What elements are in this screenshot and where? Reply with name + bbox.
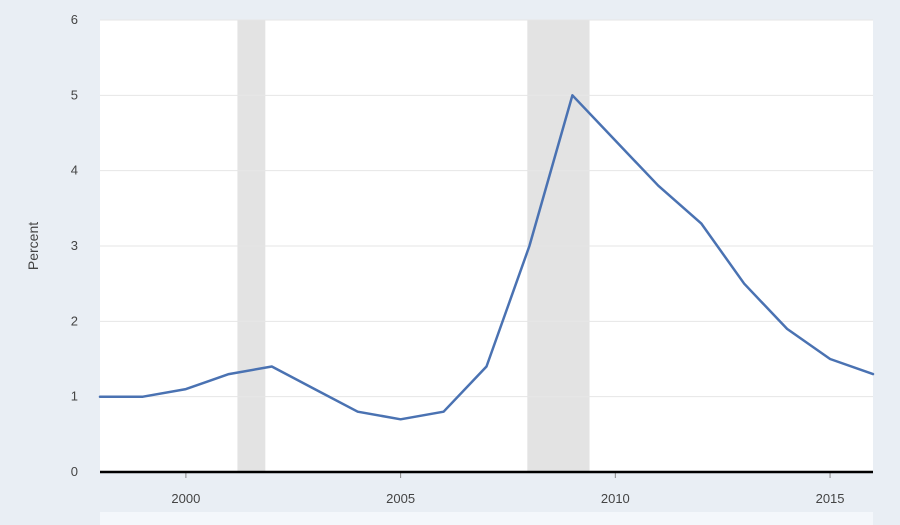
x-tick-label-2010: 2010 bbox=[601, 491, 630, 506]
series-layer bbox=[98, 94, 875, 421]
series-line-1 bbox=[98, 94, 875, 421]
x-tick-label-2000: 2000 bbox=[171, 491, 200, 506]
x-axis-footer-strip bbox=[100, 512, 873, 525]
y-tick-label-1: 1 bbox=[71, 389, 78, 404]
y-tick-label-6: 6 bbox=[71, 12, 78, 27]
y-tick-label-2: 2 bbox=[71, 313, 78, 328]
gridlines bbox=[100, 19, 873, 398]
x-axis-ticks: 2000 2005 2010 2015 bbox=[171, 472, 845, 506]
x-tick-label-2015: 2015 bbox=[816, 491, 845, 506]
y-axis-title: Percent bbox=[25, 222, 41, 270]
y-tick-label-4: 4 bbox=[71, 163, 78, 178]
y-tick-label-5: 5 bbox=[71, 87, 78, 102]
y-tick-label-0: 0 bbox=[71, 464, 78, 479]
y-tick-label-3: 3 bbox=[71, 238, 78, 253]
x-tick-label-2005: 2005 bbox=[386, 491, 415, 506]
y-axis-ticks: 0 1 2 3 4 5 6 bbox=[71, 12, 78, 479]
